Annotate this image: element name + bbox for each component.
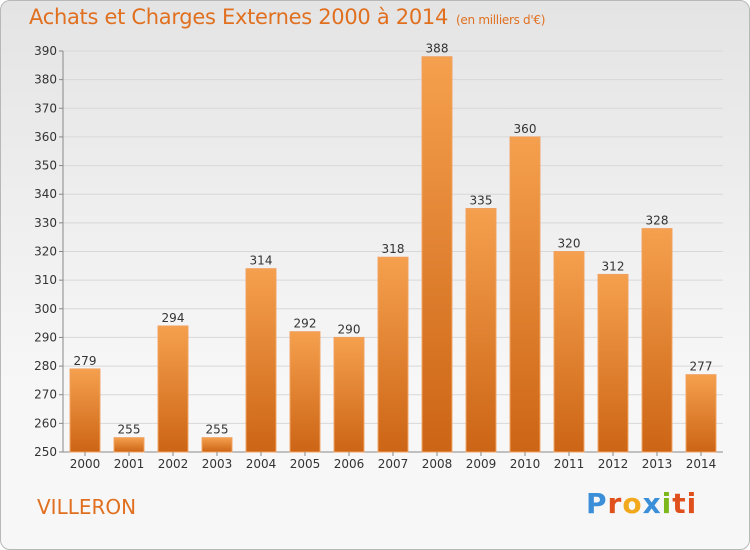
bar-2007 (377, 256, 409, 453)
bar-value-label: 360 (514, 122, 537, 136)
bar-value-label: 318 (382, 242, 405, 256)
bar-2008 (421, 56, 453, 453)
y-tick-label: 310 (34, 273, 57, 287)
logo-letter: o (622, 487, 643, 520)
logo-letter: i (686, 487, 698, 520)
x-tick-label: 2003 (202, 457, 233, 471)
y-tick-label: 300 (34, 302, 57, 316)
x-tick-label: 2007 (378, 457, 409, 471)
bar-2001 (113, 437, 145, 453)
bar-2013 (641, 228, 673, 453)
bar-2012 (597, 273, 629, 453)
y-tick-label: 330 (34, 216, 57, 230)
bar-value-label: 255 (118, 423, 141, 437)
y-tick-label: 380 (34, 73, 57, 87)
bar-2000 (69, 368, 101, 453)
x-tick-label: 2006 (334, 457, 365, 471)
x-tick-label: 2002 (158, 457, 189, 471)
chart-subtitle: (en milliers d'€) (456, 13, 546, 27)
y-tick-label: 390 (34, 44, 57, 58)
y-tick-label: 340 (34, 187, 57, 201)
y-tick-label: 320 (34, 245, 57, 259)
bar-2010 (509, 136, 541, 453)
x-tick-label: 2010 (510, 457, 541, 471)
bar-value-label: 294 (162, 311, 185, 325)
bar-value-label: 335 (470, 194, 493, 208)
x-tick-label: 2011 (554, 457, 585, 471)
logo-letter: i (661, 487, 673, 520)
logo-letter: t (672, 487, 687, 520)
bar-value-label: 320 (558, 237, 581, 251)
logo-letter: x (642, 487, 662, 520)
bar-value-label: 292 (294, 317, 317, 331)
y-tick-label: 360 (34, 130, 57, 144)
x-tick-label: 2008 (422, 457, 453, 471)
bar-2006 (333, 336, 365, 453)
y-tick-label: 350 (34, 159, 57, 173)
bar-2002 (157, 325, 189, 453)
x-tick-label: 2012 (598, 457, 629, 471)
y-tick-label: 260 (34, 416, 57, 430)
bar-value-label: 277 (690, 360, 713, 374)
x-tick-label: 2005 (290, 457, 321, 471)
bar-value-label: 312 (602, 259, 625, 273)
y-tick-label: 290 (34, 330, 57, 344)
logo-letter: r (607, 487, 623, 520)
x-tick-label: 2000 (70, 457, 101, 471)
x-tick-label: 2001 (114, 457, 145, 471)
bar-value-label: 328 (646, 214, 669, 228)
y-tick-label: 250 (34, 445, 57, 459)
town-name: VILLERON (37, 495, 137, 519)
bar-2009 (465, 208, 497, 453)
bar-value-label: 314 (250, 254, 273, 268)
chart-title: Achats et Charges Externes 2000 à 2014 (e… (29, 5, 545, 29)
bar-2005 (289, 331, 321, 453)
y-tick-label: 370 (34, 101, 57, 115)
y-tick-label: 270 (34, 388, 57, 402)
proxiti-logo[interactable]: Proxiti (586, 487, 697, 520)
logo-letter: P (586, 487, 608, 520)
bar-2014 (685, 374, 717, 453)
bar-2003 (201, 437, 233, 453)
chart-title-text: Achats et Charges Externes 2000 à 2014 (29, 5, 449, 29)
bar-2004 (245, 268, 277, 453)
bar-value-label: 388 (426, 42, 449, 56)
bar-value-label: 279 (74, 354, 97, 368)
x-tick-label: 2013 (642, 457, 673, 471)
x-tick-label: 2009 (466, 457, 497, 471)
x-tick-label: 2014 (686, 457, 717, 471)
y-tick-label: 280 (34, 359, 57, 373)
bar-value-label: 255 (206, 423, 229, 437)
x-tick-label: 2004 (246, 457, 277, 471)
bar-value-label: 290 (338, 322, 361, 336)
bars: 279 255 294 255 314 292 290 318 388 335 360 320 312 3… (69, 42, 717, 453)
bar-2011 (553, 251, 585, 453)
x-axis: 2000 2001 2002 2003 2004 2005 2006 2007 2008 2009… (70, 452, 717, 471)
